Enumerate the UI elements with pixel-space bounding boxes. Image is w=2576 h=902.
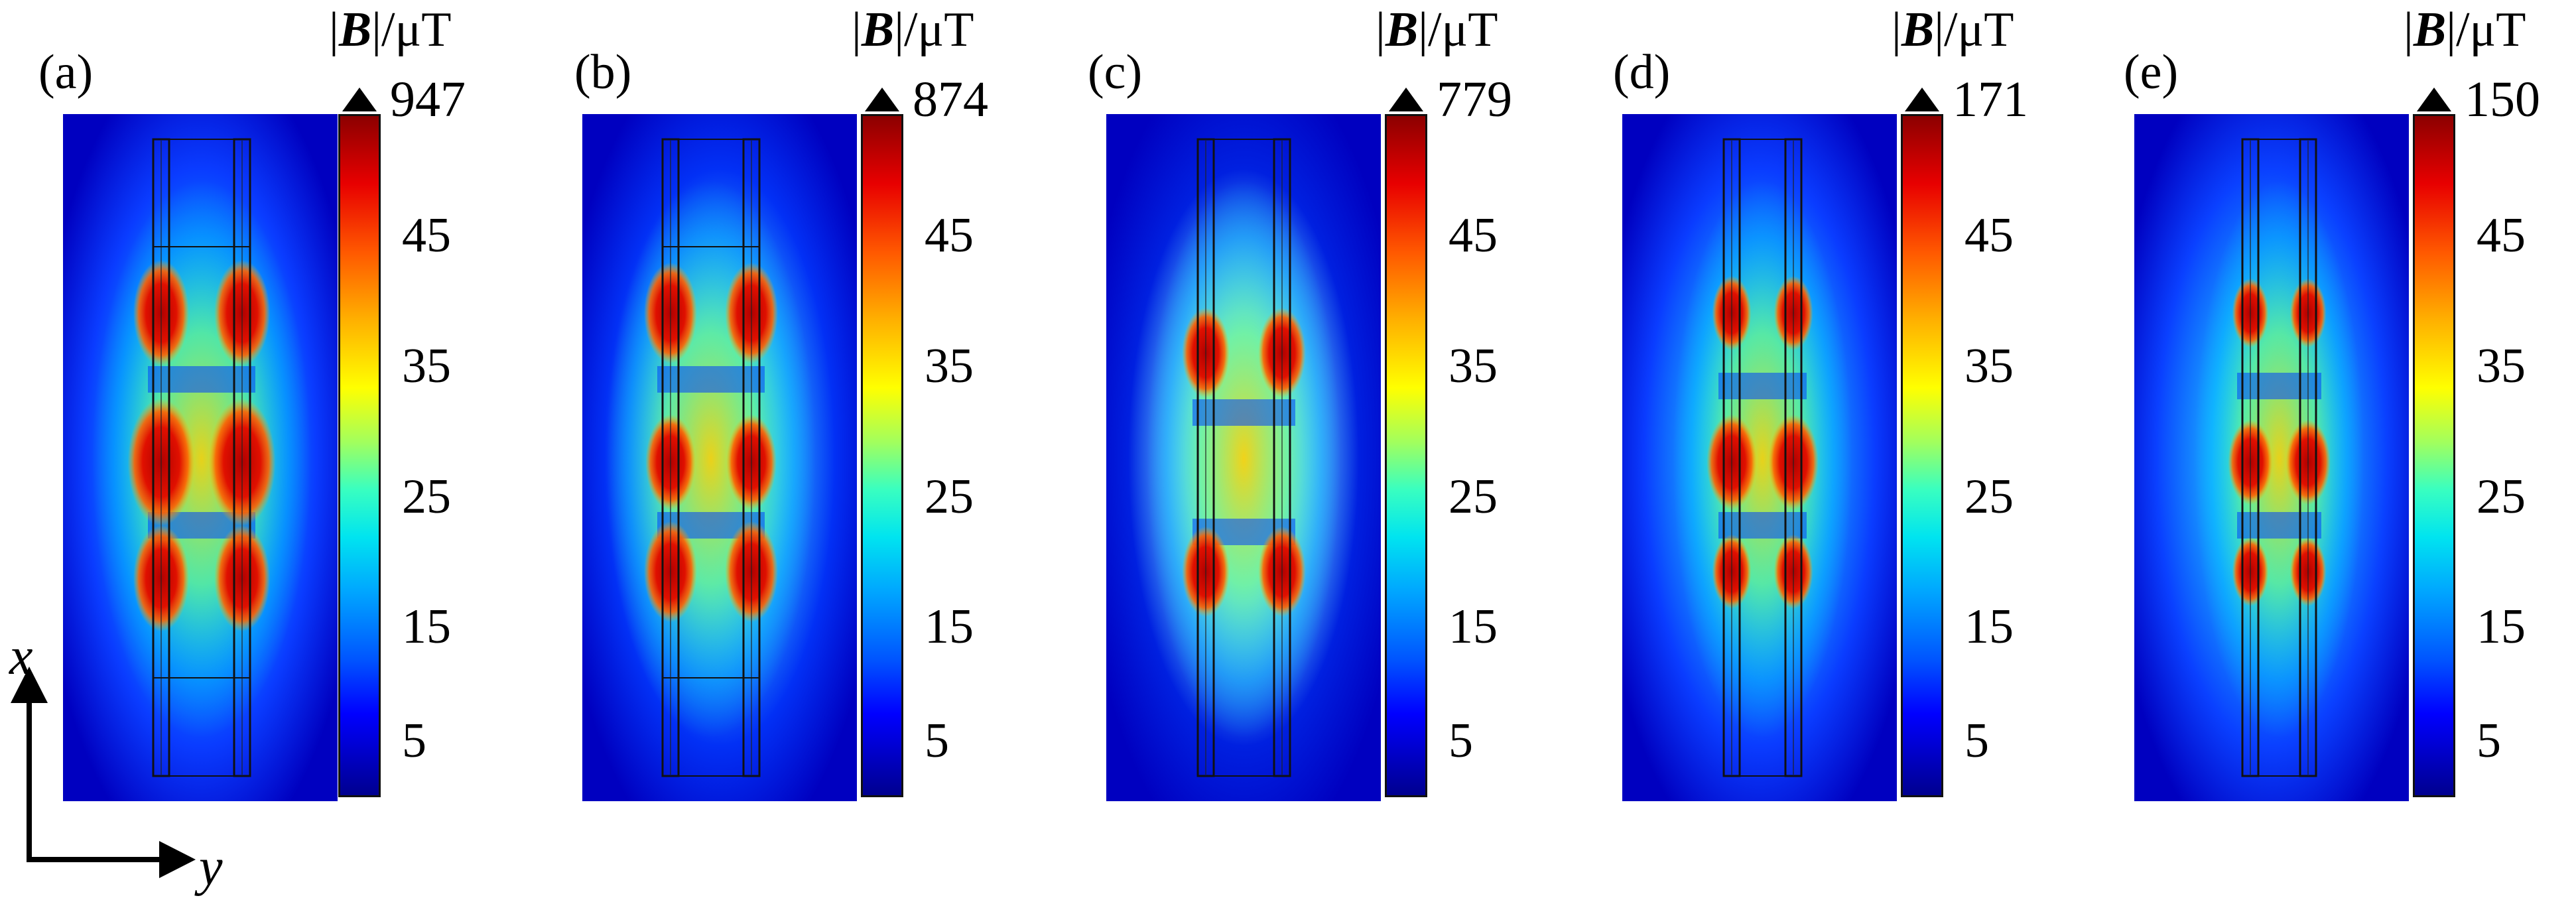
field-glow (1673, 180, 1852, 738)
field-glow (606, 180, 816, 738)
colorbar-max-arrow (1389, 88, 1423, 111)
colorbar-tick-label: 45 (1964, 208, 2014, 263)
colorbar-tick-label: 5 (402, 714, 426, 768)
colorbar-tick-label: 5 (1964, 714, 1989, 768)
colorbar-max-arrow (342, 88, 377, 111)
colorbar-scale (338, 114, 381, 797)
colorbar-tick-label: 25 (402, 470, 451, 524)
colorbar-scale (1385, 114, 1427, 797)
panel-label-b: (b) (574, 45, 632, 99)
low-field-band (1192, 399, 1295, 426)
panel-label-a: (a) (38, 45, 94, 99)
colorbar-title: |B|/μT (329, 3, 452, 57)
colorbar-max-arrow (1905, 88, 1939, 111)
colorbar-max-value: 874 (913, 72, 988, 127)
colorbar-tick-label: 15 (402, 600, 451, 654)
colorbar-scale (1901, 114, 1943, 797)
colorbar-tick-label: 15 (2477, 600, 2526, 654)
colorbar-title: |B|/μT (1376, 3, 1498, 57)
colorbar-tick-label: 35 (2477, 339, 2526, 393)
colorbar-tick-label: 45 (925, 208, 974, 263)
low-field-band (1718, 512, 1807, 539)
field-map-d (1622, 114, 1897, 801)
low-field-band (2237, 512, 2321, 539)
field-map-e (2134, 114, 2409, 801)
colorbar-tick-label: 35 (925, 339, 974, 393)
colorbar-scale (2413, 114, 2455, 797)
low-field-band (148, 366, 255, 393)
inner-outline (662, 246, 760, 678)
low-field-band (2237, 373, 2321, 399)
colorbar-title: |B|/μT (1892, 3, 2014, 57)
colorbar-tick-label: 45 (402, 208, 451, 263)
colorbar-tick-label: 45 (2477, 208, 2526, 263)
colorbar-tick-label: 5 (1449, 714, 1473, 768)
colorbar-title: |B|/μT (852, 3, 974, 57)
colorbar-tick-label: 5 (2477, 714, 2501, 768)
coil-outline (168, 139, 235, 777)
y-axis-label: y (199, 838, 223, 897)
colorbar-max-value: 150 (2465, 72, 2540, 127)
colorbar-max-value: 779 (1437, 72, 1512, 127)
colorbar-tick-label: 25 (1449, 470, 1498, 524)
colorbar-max-value: 947 (390, 72, 466, 127)
field-map-c (1106, 114, 1381, 801)
coil-outline (1739, 139, 1786, 777)
colorbar-max-arrow (865, 88, 899, 111)
coil-outline (1213, 139, 1275, 777)
inner-outline (153, 246, 251, 678)
colorbar-tick-label: 15 (1964, 600, 2014, 654)
coil-outline (2258, 139, 2301, 777)
colorbar-tick-label: 35 (402, 339, 451, 393)
field-map-b (582, 114, 857, 801)
coil-outline (678, 139, 744, 777)
colorbar-tick-label: 15 (925, 600, 974, 654)
colorbar-tick-label: 5 (925, 714, 949, 768)
y-axis-arrowhead (159, 841, 196, 878)
low-field-band (657, 366, 765, 393)
coordinate-axes (11, 667, 196, 878)
colorbar-tick-label: 25 (2477, 470, 2526, 524)
field-glow (1147, 180, 1341, 738)
colorbar-title: |B|/μT (2404, 3, 2526, 57)
x-axis-arrowhead (11, 667, 48, 703)
panel-label-e: (e) (2124, 45, 2179, 99)
panel-label-d: (d) (1613, 45, 1671, 99)
panel-label-c: (c) (1088, 45, 1143, 99)
colorbar-max-value: 171 (1953, 72, 2028, 127)
colorbar-tick-label: 25 (925, 470, 974, 524)
x-axis-label: x (9, 627, 33, 686)
colorbar-tick-label: 25 (1964, 470, 2014, 524)
colorbar-tick-label: 15 (1449, 600, 1498, 654)
colorbar-tick-label: 35 (1449, 339, 1498, 393)
colorbar-tick-label: 45 (1449, 208, 1498, 263)
field-map-a (63, 114, 338, 801)
field-glow (2195, 180, 2364, 738)
colorbar-max-arrow (2417, 88, 2451, 111)
colorbar-scale (861, 114, 903, 797)
colorbar-tick-label: 35 (1964, 339, 2014, 393)
low-field-band (1718, 373, 1807, 399)
